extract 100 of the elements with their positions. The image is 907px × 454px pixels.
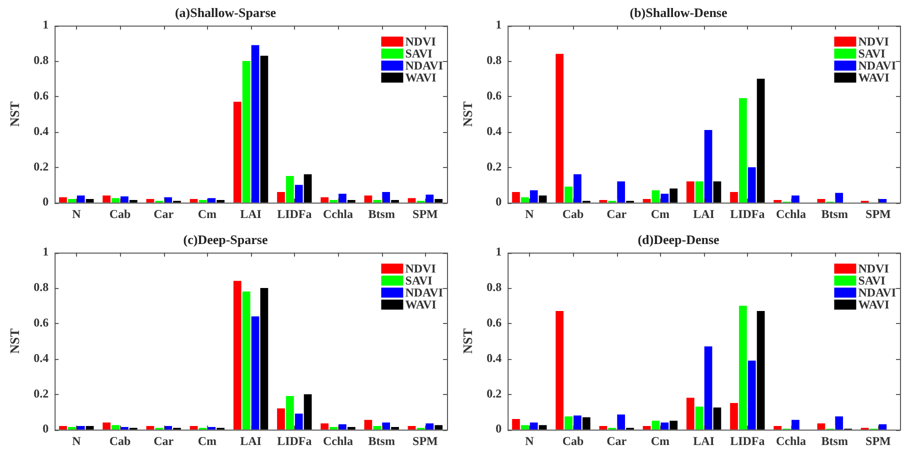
x-tick-label: Cm	[650, 434, 670, 448]
bar	[112, 198, 120, 203]
bar	[556, 311, 564, 430]
bar	[86, 426, 94, 430]
bar	[68, 199, 76, 203]
bar	[434, 425, 443, 430]
x-tick-label: N	[72, 206, 82, 221]
y-tick-label: 0.2	[34, 386, 49, 400]
bar	[748, 167, 756, 203]
bar	[260, 288, 268, 430]
bar	[408, 426, 416, 430]
bar	[617, 181, 625, 203]
legend-label: NDAVI	[405, 58, 444, 73]
y-tick-label: 0.6	[34, 88, 49, 102]
bar	[730, 403, 738, 430]
y-axis-title: NST	[460, 328, 476, 354]
bar	[86, 199, 94, 203]
bar	[652, 190, 660, 203]
x-tick-label: Car	[606, 434, 628, 448]
bar	[686, 181, 694, 203]
x-tick-label: SPM	[866, 206, 891, 221]
bar	[652, 420, 660, 430]
y-tick-label: 0.6	[34, 315, 49, 330]
x-tick-label: Btsm	[821, 434, 848, 448]
bar	[338, 194, 346, 203]
legend-label: WAVI	[405, 70, 437, 85]
x-tick-label: LAI	[693, 434, 715, 448]
x-tick-label: Btsm	[368, 206, 395, 221]
bar	[76, 196, 85, 203]
bar	[373, 426, 382, 430]
bar	[660, 422, 669, 430]
chart-title: (b)Shallow-Dense	[630, 5, 728, 20]
x-tick-label: LAI	[240, 434, 262, 448]
y-tick-label: 0.2	[486, 159, 502, 174]
bar	[330, 426, 338, 430]
bar	[364, 196, 372, 203]
legend-label: WAVI	[405, 298, 437, 312]
x-tick-label: Cchla	[323, 434, 353, 448]
x-tick-label: LIDFa	[730, 434, 765, 448]
bar	[792, 196, 800, 203]
x-tick-label: Car	[154, 206, 174, 221]
x-tick-label: Car	[606, 206, 628, 221]
bar	[574, 415, 582, 430]
bar	[599, 426, 608, 430]
bar	[617, 414, 625, 430]
legend-label: NDVI	[858, 34, 890, 49]
bar	[260, 56, 268, 203]
x-tick-label: Cm	[650, 206, 670, 221]
bar	[294, 184, 303, 203]
bar	[382, 422, 390, 430]
bar	[530, 190, 538, 203]
legend-label: WAVI	[858, 70, 890, 85]
x-tick-label: Cchla	[323, 206, 353, 221]
y-tick-label: 0.6	[486, 88, 502, 102]
bar	[739, 306, 747, 430]
bar	[251, 45, 260, 203]
bar	[347, 200, 356, 203]
bar	[233, 102, 242, 203]
bar	[642, 199, 651, 203]
bar	[695, 406, 704, 430]
bar	[434, 199, 443, 203]
bar	[695, 181, 704, 203]
y-tick-label: 0.6	[486, 315, 502, 330]
x-tick-label: Cm	[198, 434, 217, 448]
bar	[233, 280, 242, 430]
bar	[146, 426, 154, 430]
bar	[713, 181, 722, 203]
bar	[660, 194, 669, 203]
chart-title: (c)Deep-Sparse	[183, 232, 268, 248]
y-axis-title: NST	[7, 101, 22, 127]
bar	[277, 192, 285, 203]
y-tick-label: 1	[42, 18, 49, 32]
bar	[670, 188, 678, 203]
bar	[564, 186, 572, 203]
bar	[521, 425, 529, 430]
bar	[59, 197, 67, 203]
bar	[878, 424, 887, 430]
x-tick-label: N	[525, 206, 534, 221]
bar	[190, 199, 198, 203]
x-tick-label: Cab	[562, 206, 584, 221]
x-tick-label: Cchla	[776, 434, 806, 448]
x-tick-label: LAI	[240, 206, 262, 221]
bar	[190, 426, 198, 430]
x-tick-label: Cab	[109, 206, 131, 221]
bar	[878, 199, 887, 203]
x-tick-label: LAI	[693, 206, 715, 221]
bar	[582, 417, 590, 430]
y-tick-label: 0	[42, 422, 49, 436]
bar	[382, 192, 390, 203]
y-tick-label: 0.4	[34, 124, 49, 138]
bar	[564, 416, 572, 430]
bar	[538, 196, 547, 203]
bar	[730, 192, 738, 203]
x-tick-label: Btsm	[368, 434, 395, 448]
legend-label: WAVI	[858, 298, 890, 312]
bar	[538, 425, 547, 430]
legend-label: SAVI	[405, 274, 433, 288]
bar	[670, 420, 678, 430]
bar	[277, 408, 285, 430]
x-tick-label: Cab	[109, 434, 131, 448]
